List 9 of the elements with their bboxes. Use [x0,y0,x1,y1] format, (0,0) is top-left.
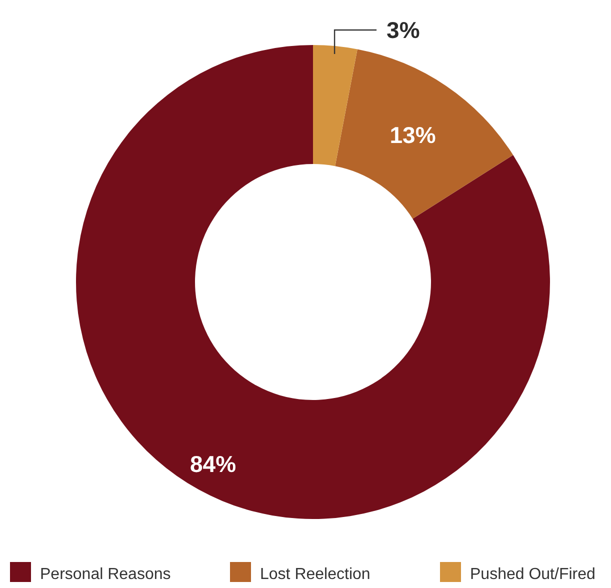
legend-label: Lost Reelection [260,566,370,583]
data-label: 13% [390,122,436,148]
donut-slice [76,45,550,519]
data-label: 84% [190,450,236,477]
legend-label: Personal Reasons [40,566,171,583]
data-label: 3% [386,17,420,43]
donut-slice [335,49,514,219]
donut-slice [313,45,358,166]
legend-label: Pushed Out/Fired [470,566,596,583]
